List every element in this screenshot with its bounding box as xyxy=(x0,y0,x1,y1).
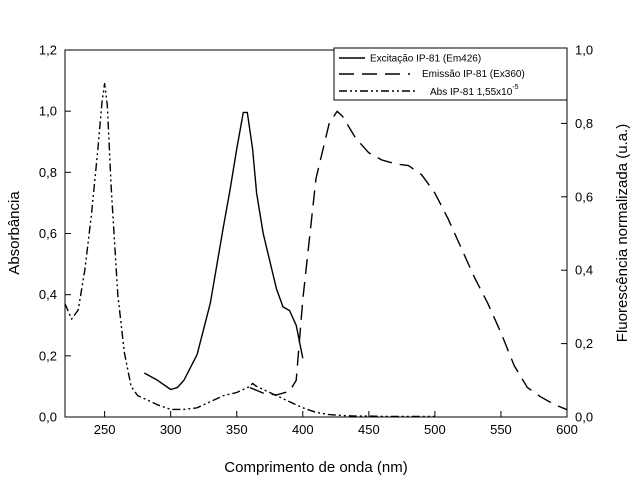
y-right-tick-label: 1,0 xyxy=(575,43,593,58)
legend-label-abs-text: Abs IP-81 1,55x10 xyxy=(430,87,513,98)
axis-tick-labels: 250 300 350 400 450 500 550 6000,00,20,40,60,81… xyxy=(39,43,593,438)
x-tick-label: 550 xyxy=(490,422,512,437)
y-left-tick-label: 0,8 xyxy=(39,165,57,180)
y-right-tick-label: 0,6 xyxy=(575,189,593,204)
x-tick-label: 500 xyxy=(424,422,446,437)
x-tick-label: 300 xyxy=(160,422,182,437)
series-lines xyxy=(64,82,568,418)
y-left-tick-label: 0,2 xyxy=(39,348,57,363)
series-line-excitacao xyxy=(143,111,304,391)
y-left-tick-label: 1,2 xyxy=(39,43,57,58)
legend-label-abs-superscript: -5 xyxy=(512,84,518,91)
y-right-tick-label: 0,8 xyxy=(575,116,593,131)
x-tick-label: 450 xyxy=(358,422,380,437)
legend: Excitação IP-81 (Em426) Emissão IP-81 (E… xyxy=(333,47,568,101)
y-right-axis-title: Fluorescência normalizada (u.a.) xyxy=(614,124,631,342)
x-tick-label: 250 xyxy=(94,422,116,437)
y-left-tick-label: 0,6 xyxy=(39,226,57,241)
x-tick-label: 400 xyxy=(292,422,314,437)
legend-label-emissao: Emissão IP-81 (Ex360) xyxy=(422,69,525,80)
y-left-tick-label: 0,4 xyxy=(39,287,57,302)
series-line-abs xyxy=(64,82,435,418)
y-left-axis-title: Absorbância xyxy=(6,191,23,275)
legend-label-excitacao: Excitação IP-81 (Em426) xyxy=(370,54,481,65)
legend-label-abs: Abs IP-81 1,55x10-5 xyxy=(430,84,519,98)
series-line-emissao xyxy=(249,110,568,411)
x-axis-title: Comprimento de onda (nm) xyxy=(224,459,407,476)
y-right-tick-label: 0,4 xyxy=(575,263,593,278)
x-tick-label: 600 xyxy=(556,422,578,437)
y-left-tick-label: 1,0 xyxy=(39,104,57,119)
axis-ticks xyxy=(65,49,568,418)
y-right-tick-label: 0,2 xyxy=(575,336,593,351)
y-right-tick-label: 0,0 xyxy=(575,410,593,425)
y-left-tick-label: 0,0 xyxy=(39,410,57,425)
x-tick-label: 350 xyxy=(226,422,248,437)
plot-frame xyxy=(64,49,568,418)
